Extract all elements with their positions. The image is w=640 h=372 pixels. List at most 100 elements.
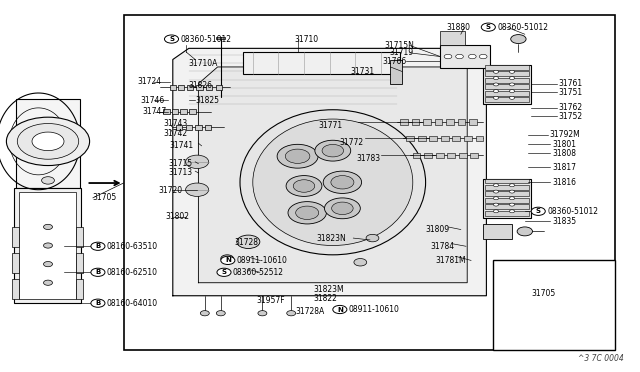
Circle shape: [509, 90, 515, 93]
Text: 31741: 31741: [170, 141, 194, 150]
Bar: [452, 136, 460, 141]
Bar: [19, 192, 76, 299]
Bar: [485, 84, 529, 89]
Bar: [163, 109, 170, 114]
Text: 08911-10610: 08911-10610: [349, 305, 399, 314]
Text: 31747: 31747: [142, 107, 166, 116]
Text: S: S: [536, 208, 541, 214]
Text: 31751: 31751: [558, 88, 582, 97]
Bar: [485, 65, 529, 70]
Text: 31705: 31705: [531, 289, 556, 298]
Bar: [418, 136, 426, 141]
Text: 31746: 31746: [141, 96, 165, 105]
Text: 31809: 31809: [425, 225, 449, 234]
Text: 31731: 31731: [351, 67, 375, 76]
Circle shape: [237, 235, 260, 248]
Text: 31823M: 31823M: [314, 285, 344, 294]
Bar: [14, 188, 81, 303]
Bar: [406, 136, 414, 141]
Text: 31742: 31742: [163, 129, 188, 138]
Bar: [76, 253, 83, 273]
Text: 31715N: 31715N: [384, 41, 414, 50]
Bar: [485, 179, 529, 183]
Circle shape: [332, 202, 353, 215]
Circle shape: [509, 83, 515, 86]
Bar: [413, 153, 420, 158]
Circle shape: [286, 176, 322, 196]
Circle shape: [186, 183, 209, 196]
Circle shape: [493, 197, 499, 200]
Bar: [195, 125, 202, 130]
Bar: [205, 125, 211, 130]
Bar: [176, 125, 182, 130]
Bar: [12, 227, 19, 247]
Circle shape: [509, 210, 515, 213]
Bar: [485, 78, 529, 83]
Text: 08360-51012: 08360-51012: [547, 207, 598, 216]
Bar: [441, 136, 449, 141]
Text: 31825: 31825: [195, 96, 219, 105]
Bar: [476, 136, 483, 141]
Bar: [12, 279, 19, 299]
Text: S: S: [221, 269, 227, 275]
Circle shape: [509, 70, 515, 73]
Circle shape: [277, 144, 318, 168]
Circle shape: [44, 280, 52, 285]
Circle shape: [217, 268, 231, 276]
Bar: [446, 119, 454, 125]
Circle shape: [493, 184, 499, 187]
Text: 31743: 31743: [163, 119, 188, 128]
Bar: [459, 153, 467, 158]
Circle shape: [509, 184, 515, 187]
Circle shape: [44, 224, 52, 230]
Text: 31823N: 31823N: [316, 234, 346, 243]
Bar: [447, 153, 455, 158]
Text: 08160-64010: 08160-64010: [107, 299, 158, 308]
Circle shape: [509, 197, 515, 200]
Text: 31784: 31784: [430, 242, 454, 251]
Circle shape: [531, 207, 545, 215]
Circle shape: [221, 255, 234, 262]
Text: 31705: 31705: [93, 193, 117, 202]
Text: 31752: 31752: [558, 112, 582, 121]
Text: S: S: [169, 36, 174, 42]
Circle shape: [164, 35, 179, 43]
Circle shape: [331, 176, 354, 189]
Circle shape: [91, 268, 105, 276]
Circle shape: [200, 311, 209, 316]
Circle shape: [493, 210, 499, 213]
Text: 31816: 31816: [552, 178, 576, 187]
Text: 31724: 31724: [138, 77, 162, 86]
Bar: [186, 125, 192, 130]
Circle shape: [44, 243, 52, 248]
Circle shape: [493, 77, 499, 80]
Circle shape: [493, 190, 499, 193]
Text: 31957F: 31957F: [256, 296, 285, 305]
Circle shape: [509, 77, 515, 80]
Text: 31822: 31822: [314, 294, 337, 303]
Bar: [485, 185, 529, 190]
Bar: [424, 153, 432, 158]
Circle shape: [354, 259, 367, 266]
Bar: [76, 279, 83, 299]
Circle shape: [493, 70, 499, 73]
Text: 08160-62510: 08160-62510: [107, 268, 158, 277]
Text: 08160-63510: 08160-63510: [107, 242, 158, 251]
Bar: [12, 253, 19, 273]
Bar: [16, 99, 80, 188]
Circle shape: [323, 171, 362, 193]
Circle shape: [6, 117, 90, 166]
Bar: [485, 71, 529, 76]
Text: 08360-52512: 08360-52512: [233, 268, 284, 277]
Circle shape: [258, 311, 267, 316]
Text: B: B: [95, 300, 100, 306]
Bar: [440, 31, 465, 45]
Text: 31715: 31715: [168, 159, 193, 168]
Circle shape: [296, 206, 319, 219]
Circle shape: [221, 256, 235, 264]
Circle shape: [493, 83, 499, 86]
Text: 31720: 31720: [159, 186, 183, 195]
Circle shape: [444, 54, 452, 59]
Circle shape: [315, 140, 351, 161]
Text: N: N: [337, 307, 343, 312]
